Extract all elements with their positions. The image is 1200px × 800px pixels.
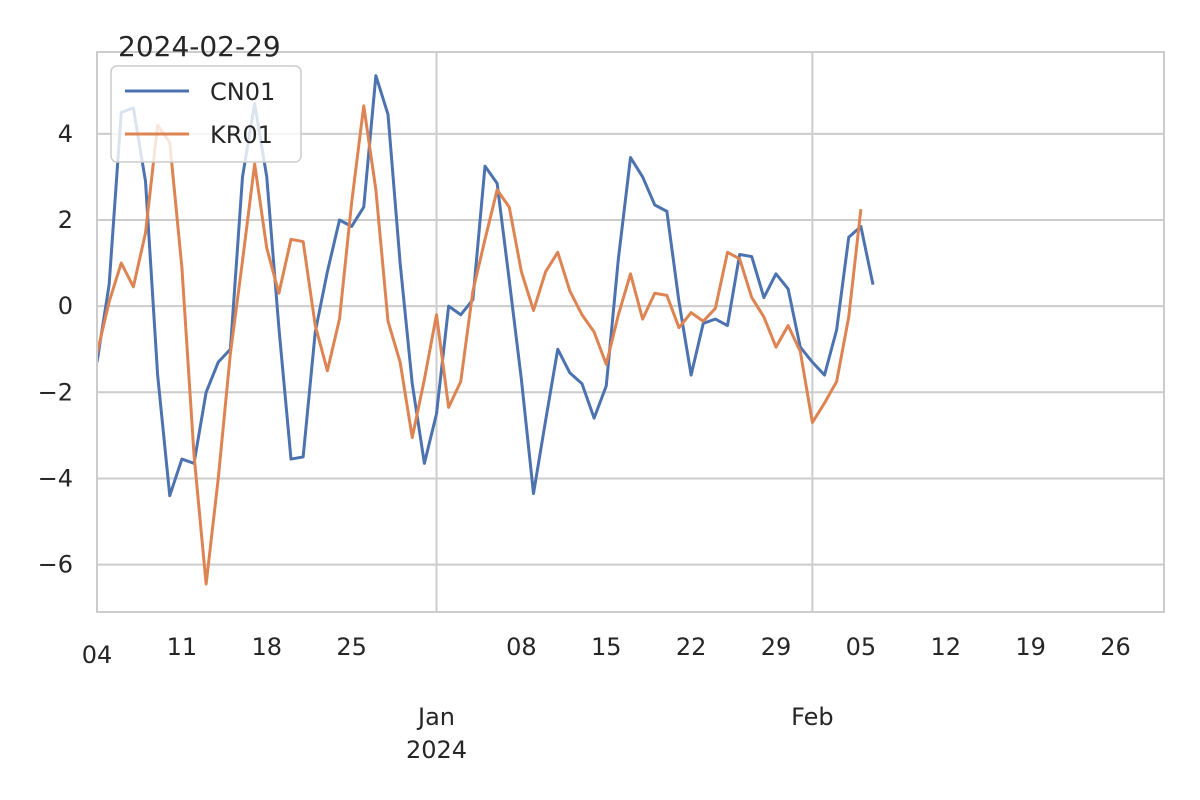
x-tick-label: 25	[336, 633, 367, 661]
x-tick-label: 26	[1100, 633, 1131, 661]
plot-frame	[96, 51, 1165, 613]
x-tick-label: 18	[251, 633, 282, 661]
x-tick-label: 15	[591, 633, 622, 661]
x-tick-label: 05	[846, 633, 877, 661]
y-tick-label: 4	[58, 120, 73, 148]
x-major-tick-label: 2024	[406, 736, 467, 764]
y-tick-labels: −6 −4 −2 0 2 4	[38, 120, 73, 579]
y-tick-label: −2	[38, 378, 73, 406]
grid-lines	[97, 52, 1164, 612]
x-tick-label: 11	[167, 633, 198, 661]
legend-label-cn01: CN01	[210, 78, 275, 106]
y-tick-label: −4	[38, 464, 73, 492]
y-tick-label: −6	[38, 551, 73, 579]
x-major-tick-label: Jan	[416, 703, 455, 731]
x-tick-labels: 04 11 18 25 08 15 22 29 05 12 19 26 Jan 2024 Feb	[82, 633, 1131, 764]
series-line-cn01	[97, 74, 875, 498]
legend-label-kr01: KR01	[210, 121, 273, 149]
x-tick-label: 29	[761, 633, 792, 661]
y-tick-label: 2	[58, 206, 73, 234]
x-tick-label: 19	[1015, 633, 1046, 661]
chart-title: 2024-02-29	[118, 30, 281, 63]
series-layer	[97, 74, 875, 586]
x-tick-label: 08	[506, 633, 537, 661]
x-tick-label: 22	[676, 633, 707, 661]
x-tick-label: 12	[930, 633, 961, 661]
x-tick-label: 04	[82, 641, 113, 669]
series-line-kr01	[97, 104, 863, 586]
y-tick-label: 0	[58, 292, 73, 320]
x-major-tick-label: Feb	[791, 703, 834, 731]
legend: CN01 KR01	[110, 65, 302, 163]
